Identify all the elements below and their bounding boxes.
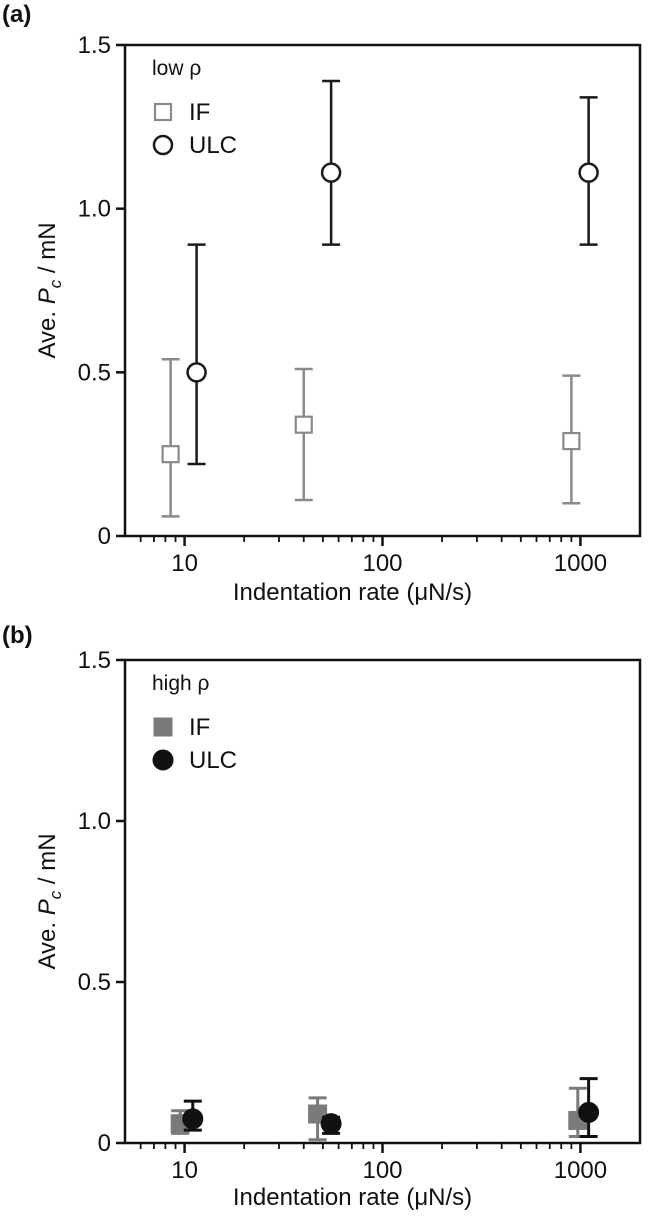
x-tick-label: 100 xyxy=(362,1157,402,1184)
y-tick-label: 1.0 xyxy=(78,808,111,835)
y-tick-label: 1.5 xyxy=(78,32,111,59)
data-point xyxy=(578,1101,600,1123)
data-point xyxy=(294,415,313,434)
y-axis-title: Ave. Pc / mN xyxy=(34,222,65,358)
x-tick-label: 10 xyxy=(171,550,198,577)
legend-label: IF xyxy=(189,99,210,126)
x-tick-label: 10 xyxy=(171,1157,198,1184)
y-axis-title-var: P xyxy=(34,899,61,915)
y-tick-label: 1.0 xyxy=(78,196,111,223)
legend-label: ULC xyxy=(189,132,237,159)
chart-panel-a: (a) 0 0.5 1.0 1.5 10 100 1000 Indentation rate (… xyxy=(2,1,642,606)
y-axis-title: Ave. Pc / mN xyxy=(34,833,65,969)
legend-marker xyxy=(152,134,174,156)
y-axis-title-prefix: Ave. xyxy=(34,915,61,969)
y-tick-label: 0 xyxy=(98,1130,111,1157)
data-point xyxy=(161,445,180,464)
data-point xyxy=(578,162,599,183)
y-axis-title-var: P xyxy=(34,288,61,304)
x-axis-title: Indentation rate (μN/s) xyxy=(233,579,472,606)
y-axis-title-suffix: / mN xyxy=(34,222,61,279)
y-tick-label: 1.5 xyxy=(78,647,111,674)
legend-title: high ρ xyxy=(152,672,210,695)
data-point xyxy=(182,1108,204,1130)
y-axis-title-sub: c xyxy=(46,890,65,899)
y-tick-label: 0.5 xyxy=(78,969,111,996)
legend-label: IF xyxy=(189,714,210,741)
x-tick-label: 1000 xyxy=(554,1157,607,1184)
y-axis-title-suffix: / mN xyxy=(34,833,61,890)
x-tick-label: 1000 xyxy=(554,550,607,577)
data-point xyxy=(186,362,207,383)
panel-label: (b) xyxy=(2,622,33,649)
x-axis-title: Indentation rate (μN/s) xyxy=(233,1184,472,1211)
y-axis-title-sub: c xyxy=(46,279,65,288)
data-point xyxy=(320,1113,342,1135)
legend-marker xyxy=(152,749,174,771)
chart-panel-b: (b) 0 0.5 1.0 1.5 10 100 1000 Indentation rate (… xyxy=(2,622,642,1211)
y-tick-label: 0 xyxy=(98,523,111,550)
legend-label: ULC xyxy=(189,747,237,774)
data-point xyxy=(562,431,581,451)
y-tick-label: 0.5 xyxy=(78,359,111,386)
legend-title: low ρ xyxy=(152,57,201,80)
legend-marker xyxy=(153,717,173,737)
legend-marker xyxy=(153,102,173,122)
x-tick-label: 100 xyxy=(362,550,402,577)
data-point xyxy=(320,162,342,183)
panel-label: (a) xyxy=(2,1,31,28)
y-axis-title-prefix: Ave. xyxy=(34,304,61,358)
